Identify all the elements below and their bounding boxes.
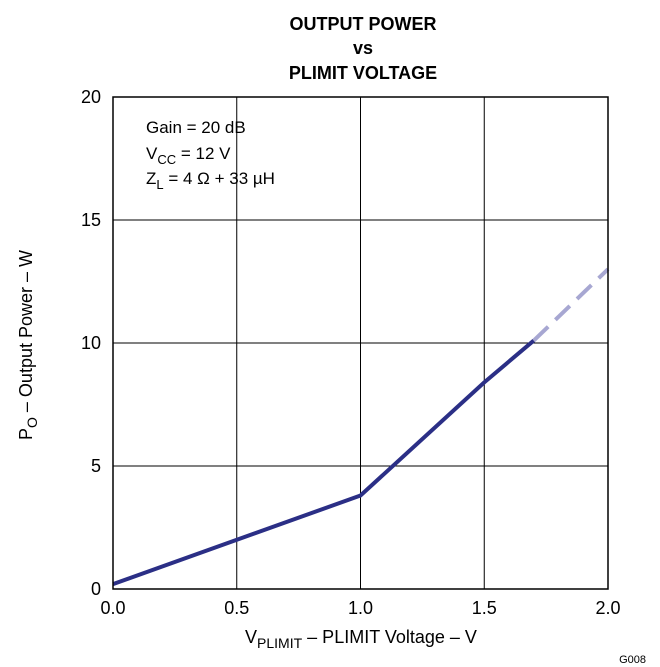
x-axis-label-rest: – PLIMIT Voltage – V (302, 627, 477, 647)
x-tick-labels: 0.0 0.5 1.0 1.5 2.0 (100, 598, 620, 618)
x-tick-label: 1.0 (348, 598, 373, 618)
y-axis-label-main: P (16, 428, 36, 440)
y-tick-label: 0 (91, 579, 101, 599)
series-line-solid (112, 339, 536, 586)
chart-title-line-3: PLIMIT VOLTAGE (289, 63, 437, 83)
y-axis-label-rest: – Output Power – W (16, 250, 36, 417)
annotation-zl: ZL = 4 Ω + 33 µH (146, 169, 275, 192)
y-tick-label: 10 (81, 333, 101, 353)
plot-border (112, 96, 609, 590)
annotation-vcc-sub: CC (157, 152, 176, 167)
annotation-gain: Gain = 20 dB (146, 118, 246, 137)
y-axis-label: PO – Output Power – W (16, 250, 40, 440)
annotation-vcc-rest: = 12 V (176, 144, 231, 163)
x-tick-label: 0.5 (224, 598, 249, 618)
y-tick-labels: 0 5 10 15 20 (81, 87, 101, 599)
chart-title-line-2: vs (353, 38, 373, 58)
annotation-vcc: VCC = 12 V (146, 144, 231, 167)
annotation-zl-main: Z (146, 169, 156, 188)
y-tick-label: 20 (81, 87, 101, 107)
grid-lines (113, 97, 608, 589)
x-axis-label: VPLIMIT – PLIMIT Voltage – V (245, 627, 477, 651)
x-tick-label: 0.0 (100, 598, 125, 618)
x-axis-label-sub: PLIMIT (257, 635, 303, 651)
figure-id: G008 (619, 654, 646, 666)
x-tick-label: 2.0 (595, 598, 620, 618)
x-tick-label: 1.5 (472, 598, 497, 618)
y-tick-label: 15 (81, 210, 101, 230)
series-line-dashed (532, 267, 610, 342)
annotation-vcc-main: V (146, 144, 158, 163)
chart-title-line-1: OUTPUT POWER (290, 14, 437, 34)
annotation-zl-sub: L (156, 177, 163, 192)
annotation-zl-rest: = 4 Ω + 33 µH (164, 169, 275, 188)
series-layer (112, 267, 610, 586)
y-axis-label-sub: O (24, 417, 40, 428)
y-tick-label: 5 (91, 456, 101, 476)
x-axis-label-main: V (245, 627, 257, 647)
